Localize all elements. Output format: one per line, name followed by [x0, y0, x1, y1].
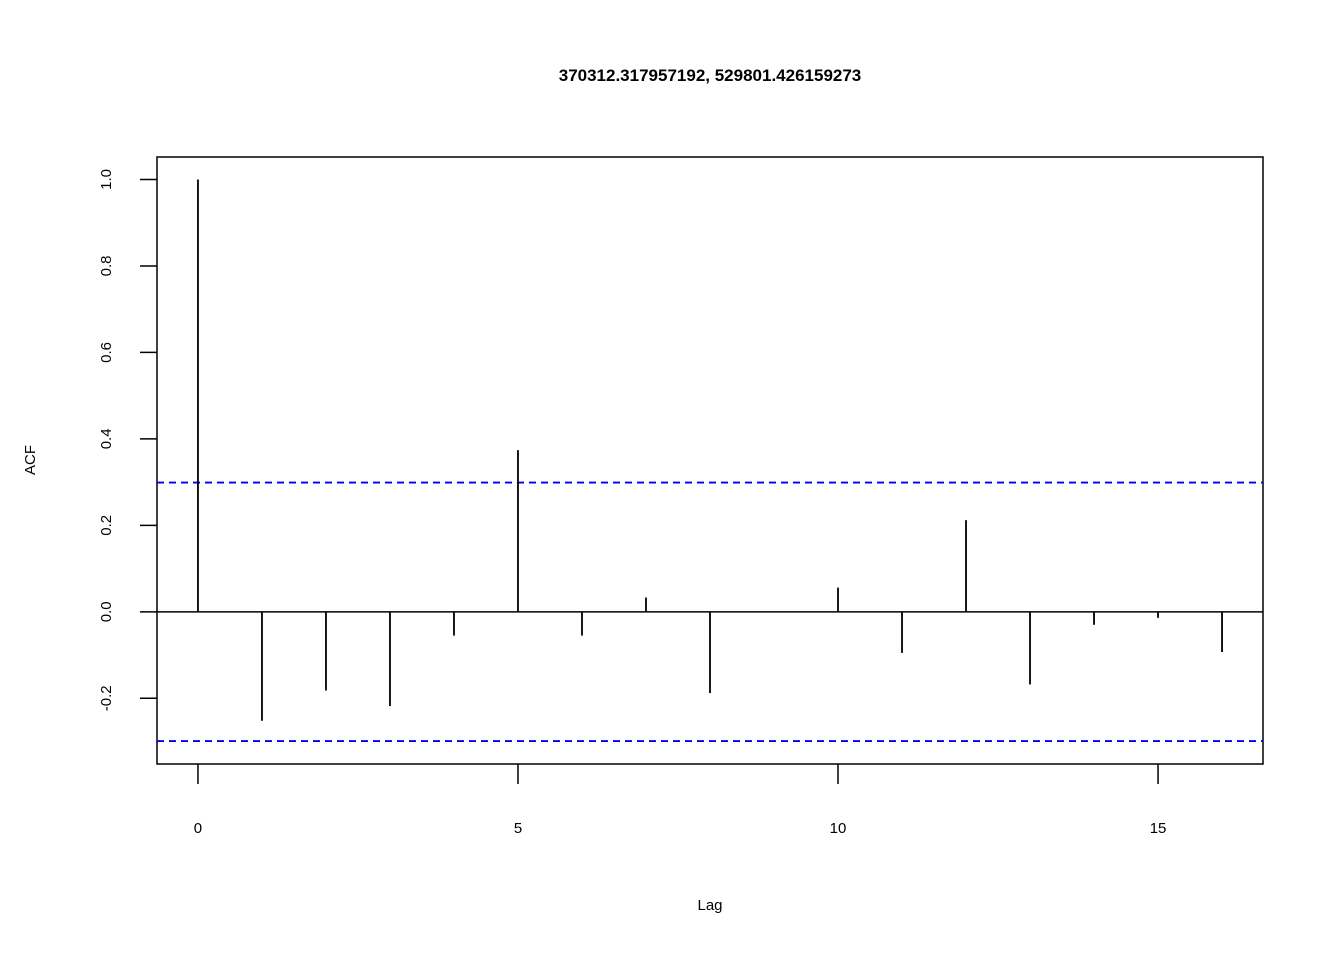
y-tick-label: 0.0: [98, 601, 115, 622]
x-tick-label: 5: [514, 820, 522, 837]
x-tick-label: 0: [194, 820, 202, 837]
x-tick-label: 15: [1150, 820, 1167, 837]
y-tick-label: 0.4: [98, 428, 115, 449]
x-tick-label: 10: [830, 820, 847, 837]
chart-title: 370312.317957192, 529801.426159273: [559, 66, 862, 85]
y-tick-label: 0.6: [98, 342, 115, 363]
plot-frame: [156, 156, 1264, 765]
y-tick-label: 0.8: [98, 256, 115, 277]
y-axis-label: ACF: [22, 445, 39, 475]
y-tick-label: -0.2: [98, 685, 115, 711]
y-tick-label: 0.2: [98, 515, 115, 536]
y-tick-label: 1.0: [98, 169, 115, 190]
plot-layer: 0 5 10 15 -0.2 0.0 0.2 0.4 0.6 0.8 1.0: [98, 156, 1264, 837]
x-axis-label: Lag: [697, 897, 722, 914]
